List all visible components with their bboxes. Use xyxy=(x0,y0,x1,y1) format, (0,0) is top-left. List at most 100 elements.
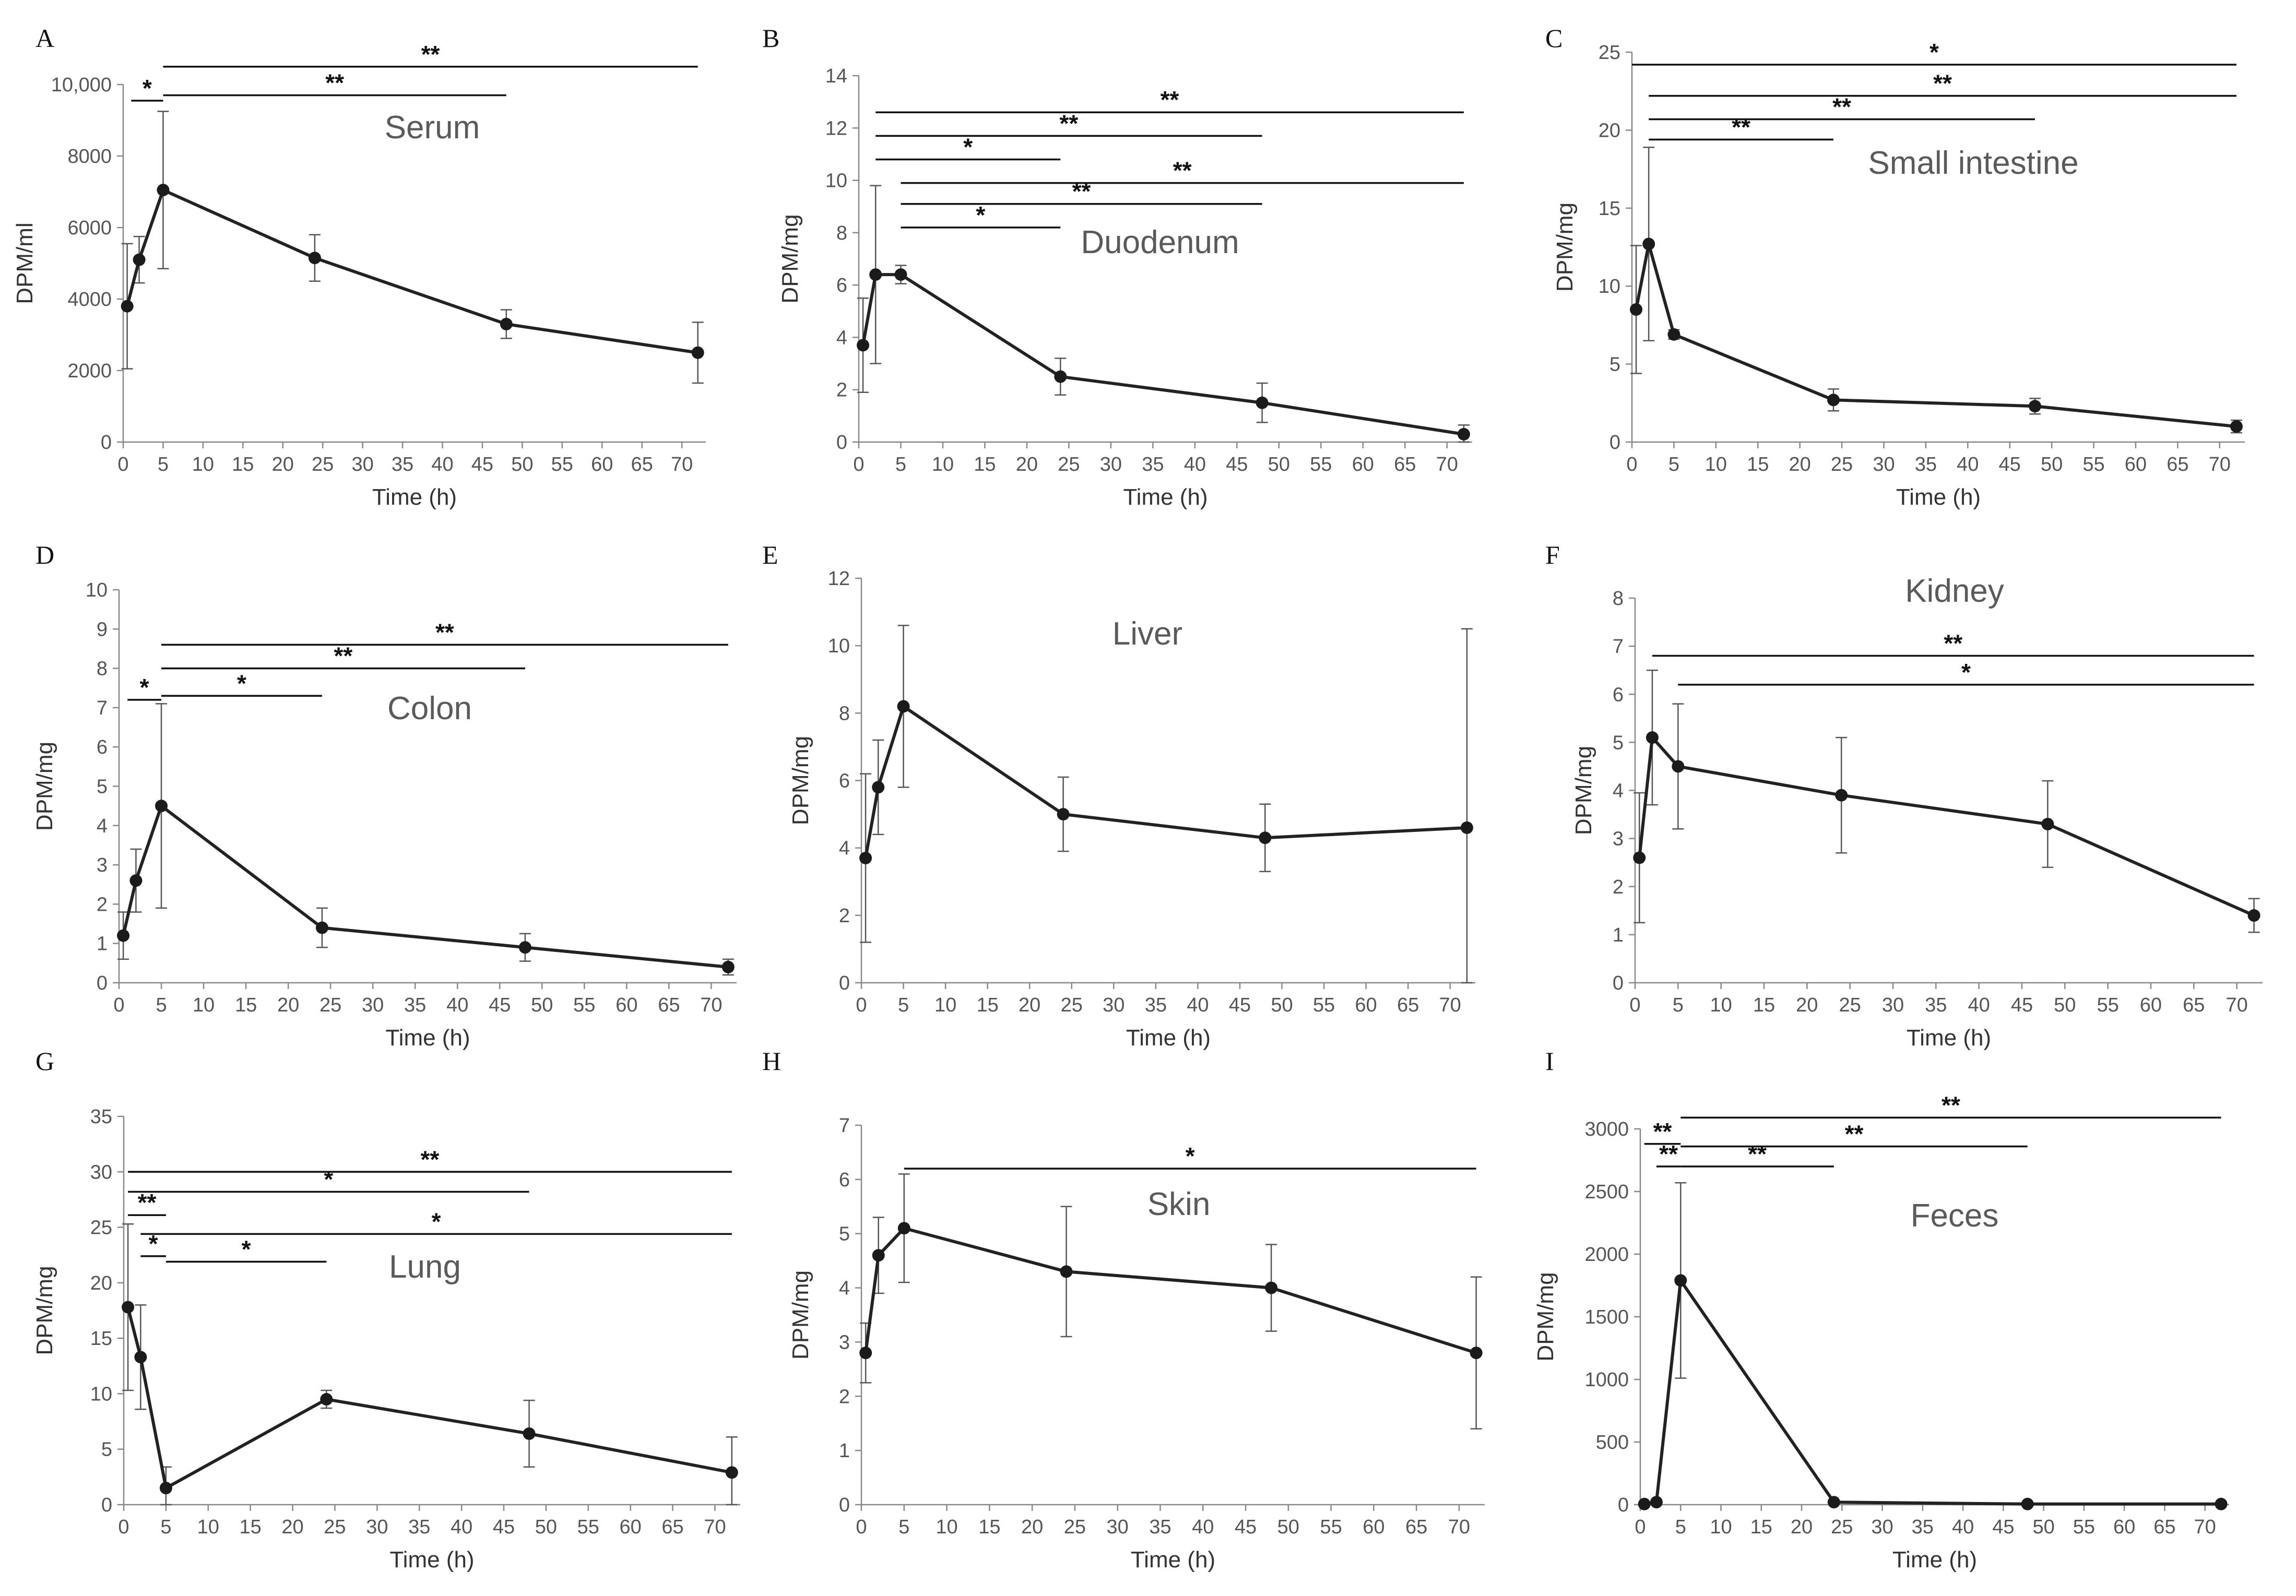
data-point xyxy=(121,300,134,313)
chart-title: Small intestine xyxy=(1868,145,2078,181)
significance-label: * xyxy=(976,201,985,229)
significance-label: ** xyxy=(1748,1140,1767,1168)
chart-title: Lung xyxy=(389,1249,461,1285)
panel-letter: H xyxy=(762,1046,781,1076)
data-point xyxy=(721,960,735,973)
significance-label: ** xyxy=(325,69,344,97)
y-tick-label: 20 xyxy=(1599,120,1620,141)
significance-label: * xyxy=(324,1166,333,1193)
significance-label: ** xyxy=(1659,1140,1678,1168)
x-tick-label: 20 xyxy=(277,994,299,1016)
x-tick-label: 20 xyxy=(1021,1516,1043,1538)
data-point xyxy=(1256,396,1269,409)
x-axis-title: Time (h) xyxy=(1896,484,1981,510)
x-tick-label: 15 xyxy=(240,1516,262,1538)
x-tick-label: 20 xyxy=(1789,454,1811,475)
x-tick-label: 30 xyxy=(1882,994,1904,1016)
x-tick-label: 25 xyxy=(324,1516,346,1538)
x-tick-label: 65 xyxy=(1394,454,1416,475)
y-tick-label: 2000 xyxy=(1584,1244,1629,1266)
x-tick-label: 0 xyxy=(113,994,124,1016)
y-tick-label: 8 xyxy=(1613,588,1624,610)
significance-label: ** xyxy=(1845,1121,1864,1148)
x-tick-label: 30 xyxy=(1107,1516,1129,1538)
x-tick-label: 50 xyxy=(2041,454,2063,475)
data-point xyxy=(1650,1496,1663,1509)
x-tick-label: 30 xyxy=(362,994,384,1016)
y-tick-label: 25 xyxy=(1599,42,1620,64)
significance-label: ** xyxy=(1732,113,1750,140)
y-tick-label: 35 xyxy=(90,1106,112,1128)
panel-c: C 0 5 10 15 20 25 0 5 10 15 20 25 30 35 40 45 50 55 60 65 70 T… xyxy=(1545,23,2245,510)
x-tick-label: 30 xyxy=(1873,454,1895,475)
panel-letter: F xyxy=(1545,540,1560,569)
significance-label: * xyxy=(143,75,152,102)
significance-label: ** xyxy=(1942,1091,1960,1118)
y-tick-label: 10 xyxy=(86,579,108,601)
x-tick-label: 0 xyxy=(117,454,128,475)
x-tick-label: 5 xyxy=(156,994,167,1016)
x-tick-label: 15 xyxy=(1753,994,1775,1016)
x-tick-label: 45 xyxy=(1235,1516,1257,1538)
x-tick-label: 65 xyxy=(2153,1516,2175,1538)
significance-label: * xyxy=(1961,659,1971,686)
y-axis-title: DPM/mg xyxy=(1571,746,1596,835)
y-tick-label: 2000 xyxy=(67,360,112,382)
x-tick-label: 50 xyxy=(2032,1516,2054,1538)
y-axis-title: DPM/mg xyxy=(32,1266,57,1355)
x-tick-label: 40 xyxy=(1957,454,1979,475)
data-point xyxy=(2215,1497,2228,1510)
data-point xyxy=(2247,909,2261,922)
data-point xyxy=(1265,1281,1278,1294)
data-point xyxy=(1835,789,1848,802)
x-tick-label: 60 xyxy=(616,994,637,1016)
x-tick-label: 5 xyxy=(1673,994,1684,1016)
y-tick-label: 0 xyxy=(836,432,847,454)
x-tick-label: 45 xyxy=(1226,454,1248,475)
series-line xyxy=(864,1226,1477,1355)
y-tick-label: 15 xyxy=(1599,198,1620,220)
x-tick-label: 40 xyxy=(431,454,453,475)
x-tick-label: 55 xyxy=(1313,994,1335,1016)
y-tick-label: 30 xyxy=(90,1161,112,1183)
significance-label: * xyxy=(140,674,149,701)
x-tick-label: 45 xyxy=(471,454,493,475)
x-tick-label: 15 xyxy=(235,994,257,1016)
x-tick-label: 25 xyxy=(1064,1516,1086,1538)
y-tick-label: 15 xyxy=(90,1328,112,1350)
x-tick-label: 0 xyxy=(853,454,864,475)
x-tick-label: 20 xyxy=(1016,454,1038,475)
significance-label: ** xyxy=(1072,178,1091,205)
panel-i: I 0 500 1000 1500 2000 2500 3000 0 5 10 15 20 25 30 35 4… xyxy=(1533,1046,2229,1573)
y-axis-title: DPM/mg xyxy=(777,214,803,303)
x-tick-label: 15 xyxy=(1747,454,1769,475)
data-point xyxy=(2021,1497,2034,1510)
x-tick-label: 30 xyxy=(1103,994,1125,1016)
x-axis-title: Time (h) xyxy=(1907,1025,1991,1051)
y-tick-label: 8000 xyxy=(67,146,112,168)
y-tick-label: 2 xyxy=(836,379,847,401)
chart-title: Serum xyxy=(385,110,480,146)
data-point xyxy=(872,1249,885,1262)
x-tick-label: 25 xyxy=(312,454,334,475)
x-tick-label: 70 xyxy=(2226,994,2247,1016)
x-tick-label: 65 xyxy=(1397,994,1419,1016)
x-tick-label: 40 xyxy=(1184,454,1206,475)
y-tick-label: 6 xyxy=(836,275,847,296)
x-tick-label: 40 xyxy=(1187,994,1209,1016)
data-point xyxy=(133,253,146,266)
data-point xyxy=(2041,817,2054,830)
x-tick-label: 35 xyxy=(1145,994,1167,1016)
x-tick-label: 35 xyxy=(392,454,413,475)
data-point xyxy=(129,874,143,887)
data-point xyxy=(315,921,328,934)
data-point xyxy=(518,941,531,954)
y-tick-label: 20 xyxy=(90,1272,112,1294)
x-tick-label: 5 xyxy=(158,454,169,475)
x-tick-label: 10 xyxy=(936,1516,957,1538)
x-tick-label: 40 xyxy=(1968,994,1990,1016)
x-tick-label: 20 xyxy=(281,1516,303,1538)
